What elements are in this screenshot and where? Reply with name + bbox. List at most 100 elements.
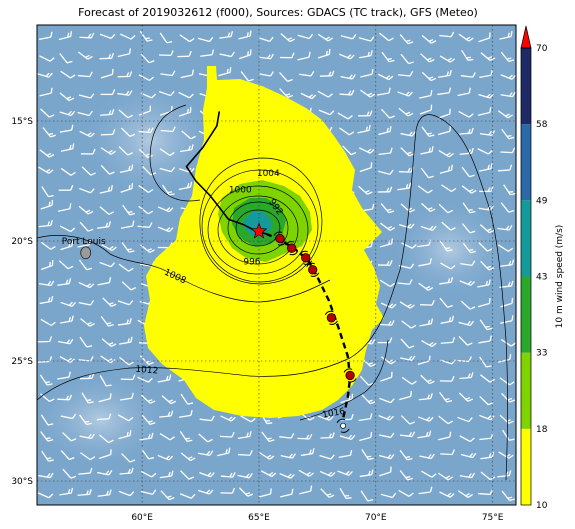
wind-barb xyxy=(318,415,334,421)
isobar-label: 1004 xyxy=(257,169,280,179)
wind-barb xyxy=(59,356,76,363)
wind-barb xyxy=(180,452,196,462)
wind-barb xyxy=(300,92,317,100)
wind-barb xyxy=(79,373,95,380)
wind-barb xyxy=(220,487,236,494)
wind-barb xyxy=(419,453,435,460)
wind-barb xyxy=(458,110,474,118)
wind-barb xyxy=(438,108,451,119)
wind-barb xyxy=(359,50,373,59)
forecast-point xyxy=(324,310,338,325)
wind-barb xyxy=(479,69,493,78)
wind-barb xyxy=(420,225,437,231)
wind-barb xyxy=(361,394,376,405)
wind-barb xyxy=(421,35,437,44)
wind-barb xyxy=(100,109,115,116)
wind-barb xyxy=(280,33,296,43)
wind-barb xyxy=(438,125,452,136)
wind-barb xyxy=(117,90,133,96)
wind-barb xyxy=(437,87,452,96)
wind-barb xyxy=(440,262,456,270)
wind-barb xyxy=(141,414,156,426)
wind-barb xyxy=(41,186,54,198)
wind-barb xyxy=(359,147,375,154)
wind-barb xyxy=(160,70,176,77)
wind-barb xyxy=(138,205,154,215)
wind-barb xyxy=(460,300,476,310)
wind-barb xyxy=(399,470,413,481)
wind-barb xyxy=(479,130,496,136)
forecast-point xyxy=(306,262,320,277)
wind-barb xyxy=(359,469,374,478)
isobar-992 xyxy=(235,209,281,247)
wind-barb xyxy=(479,186,494,193)
wind-barb xyxy=(439,276,454,285)
wind-barb xyxy=(462,202,476,214)
wind-barb xyxy=(439,297,453,308)
wind-barb xyxy=(339,89,355,96)
wind-barb xyxy=(359,431,373,442)
wind-barb xyxy=(140,394,156,404)
wind-barb xyxy=(501,392,516,403)
wind-barb xyxy=(299,485,313,495)
wind-barb xyxy=(437,472,454,481)
wind-barb xyxy=(480,260,495,271)
colorbar-extend-arrow xyxy=(520,25,532,49)
wind-barb xyxy=(81,392,94,404)
wind-barb xyxy=(438,203,453,214)
wind-barb xyxy=(398,223,415,229)
wind-barb xyxy=(117,300,134,306)
wind-barb xyxy=(158,50,174,57)
wind-barb xyxy=(161,395,177,405)
forecast-point xyxy=(336,418,350,433)
wind-barb xyxy=(401,242,417,249)
wind-barb xyxy=(62,432,77,442)
wind-barb xyxy=(500,147,516,154)
wind-barb xyxy=(297,33,314,40)
forecast-point xyxy=(343,368,357,383)
wind-barb xyxy=(57,203,72,212)
wind-barb xyxy=(140,489,157,495)
wind-barb xyxy=(40,199,54,210)
wind-barb xyxy=(178,409,193,418)
wind-barb xyxy=(417,185,433,194)
wind-barb xyxy=(40,414,54,426)
isobar-label: 996 xyxy=(243,258,260,268)
wind-barb xyxy=(398,70,414,77)
wind-barb xyxy=(477,148,493,155)
wind-barb xyxy=(357,110,373,117)
wind-barb xyxy=(458,33,474,42)
wind-barb xyxy=(220,472,236,478)
wind-barb xyxy=(40,318,56,327)
wind-barb xyxy=(57,338,74,345)
isobar-996 xyxy=(217,195,299,265)
wind-barb xyxy=(59,110,76,117)
wind-barb xyxy=(399,34,414,45)
colorbar-band xyxy=(521,352,531,429)
wind-barb xyxy=(320,432,335,439)
wind-barb xyxy=(258,488,272,498)
wind-barb xyxy=(78,467,93,475)
wind-barb xyxy=(479,224,495,234)
wind-barb xyxy=(57,371,71,380)
wind-barb xyxy=(119,356,134,366)
wind-barb xyxy=(317,90,333,98)
wind-barb xyxy=(178,106,192,117)
wind-barb xyxy=(100,129,116,136)
wind-barb xyxy=(157,454,174,461)
wind-barb xyxy=(100,355,116,364)
wind-barb xyxy=(160,126,176,133)
wind-barb xyxy=(338,449,353,458)
wind-barb xyxy=(439,375,455,382)
wind-barb xyxy=(138,74,155,81)
wind-barb xyxy=(380,356,396,365)
wind-barb xyxy=(378,414,394,421)
wind-barb xyxy=(97,277,112,286)
wind-barb xyxy=(79,187,95,194)
wind-barb xyxy=(138,105,152,116)
wind-barb xyxy=(420,299,435,306)
wind-barb xyxy=(159,32,173,44)
wind-barb xyxy=(100,147,116,155)
wind-barb xyxy=(119,164,134,173)
wind-barb xyxy=(440,337,456,344)
